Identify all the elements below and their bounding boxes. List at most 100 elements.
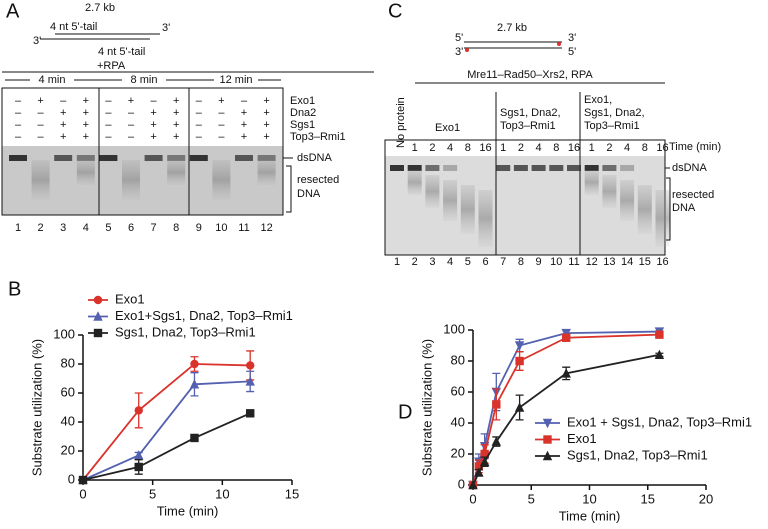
y-tick-label: 100 — [53, 326, 75, 341]
legend-label: Exo1+Sgs1, Dna2, Top3–Rmi1 — [115, 308, 293, 323]
sign: + — [60, 119, 66, 131]
sign: + — [241, 107, 247, 119]
smear — [31, 160, 50, 200]
sign: + — [60, 107, 66, 119]
sign: + — [150, 107, 156, 119]
marker — [93, 328, 103, 338]
group-label: Exo1, — [584, 94, 612, 106]
band-label: dsDNA — [672, 162, 708, 174]
substrate-length: 2.7 kb — [85, 2, 115, 14]
smear — [637, 185, 652, 234]
lane-number: 7 — [151, 222, 157, 234]
sign: – — [128, 131, 135, 143]
time-label: 2 — [518, 142, 524, 154]
lane-number: 8 — [173, 222, 179, 234]
lane-number: 10 — [215, 222, 227, 234]
sign: + — [173, 119, 179, 131]
series-line — [82, 363, 251, 481]
panel-label: A — [6, 0, 20, 22]
lane-number: 8 — [518, 256, 524, 268]
y-tick-label: 80 — [61, 355, 75, 370]
lane-number: 3 — [60, 222, 66, 234]
time-label: 12 min — [219, 74, 252, 86]
band — [443, 165, 458, 171]
y-tick-label: 40 — [451, 414, 465, 429]
group-label: Sgs1, Dna2, — [584, 107, 645, 119]
end-label: 3' — [33, 35, 41, 47]
marker — [543, 435, 552, 444]
x-tick-label: 20 — [699, 491, 713, 506]
marker — [515, 356, 524, 366]
sign: – — [196, 95, 203, 107]
gel-frame — [1, 87, 284, 216]
bracket — [286, 165, 292, 213]
lane-number: 5 — [465, 256, 471, 268]
marker — [93, 295, 103, 305]
smear-label: resected — [672, 189, 714, 201]
smear — [584, 170, 599, 195]
lane-number: 1 — [394, 256, 400, 268]
marker — [492, 400, 501, 409]
x-tick-label: 0 — [79, 486, 86, 501]
sign: – — [105, 107, 112, 119]
end-label: 3' — [162, 22, 170, 34]
smear — [407, 170, 422, 195]
panel-label: D — [398, 401, 412, 423]
sign: – — [105, 131, 112, 143]
x-tick-label: 0 — [469, 491, 476, 506]
y-tick-label: 0 — [68, 471, 75, 486]
panel-label: B — [8, 278, 21, 300]
sign: – — [15, 119, 22, 131]
no-protein: No protein — [395, 97, 407, 148]
sign: – — [38, 107, 45, 119]
sign: – — [15, 107, 22, 119]
row-label: Dna2 — [290, 107, 316, 119]
band — [76, 155, 95, 161]
lane-number: 2 — [38, 222, 44, 234]
x-tick-label: 5 — [528, 491, 535, 506]
time-label: 16 — [568, 142, 580, 154]
sign: + — [263, 131, 269, 143]
band — [513, 165, 528, 171]
sign: + — [173, 95, 179, 107]
lane-number: 15 — [639, 256, 651, 268]
band — [54, 155, 73, 161]
smear — [167, 160, 186, 185]
time-label: 8 — [642, 142, 648, 154]
band — [602, 165, 617, 171]
marker — [468, 479, 478, 490]
marker — [474, 462, 484, 471]
series-line — [472, 333, 660, 486]
marker — [246, 409, 255, 418]
sign: – — [105, 119, 112, 131]
smear — [620, 180, 635, 221]
smear — [478, 190, 493, 247]
lane-number: 16 — [656, 256, 668, 268]
series-line — [82, 380, 251, 481]
time-label: 2 — [429, 142, 435, 154]
x-axis-label: Time (min) — [559, 508, 621, 523]
sign: + — [218, 95, 224, 107]
sign: – — [15, 95, 22, 107]
lane-number: 14 — [621, 256, 633, 268]
sign: + — [241, 131, 247, 143]
tail-label: 4 nt 5'-tail — [98, 46, 145, 58]
sign: + — [241, 119, 247, 131]
sign: – — [128, 107, 135, 119]
marker — [93, 311, 103, 321]
time-label: 16 — [479, 142, 491, 154]
lane-number: 4 — [447, 256, 453, 268]
sign: – — [218, 119, 225, 131]
time-label: 4 — [624, 142, 630, 154]
y-tick-label: 80 — [451, 352, 465, 367]
sign: + — [83, 95, 89, 107]
series-line — [82, 412, 251, 481]
marker — [134, 406, 143, 415]
band — [620, 165, 635, 171]
time-label: 8 min — [131, 74, 158, 86]
lane-number: 7 — [500, 256, 506, 268]
band — [584, 165, 599, 171]
legend-label: Sgs1, Dna2, Top3–Rmi1 — [567, 447, 708, 462]
smear — [76, 160, 95, 185]
